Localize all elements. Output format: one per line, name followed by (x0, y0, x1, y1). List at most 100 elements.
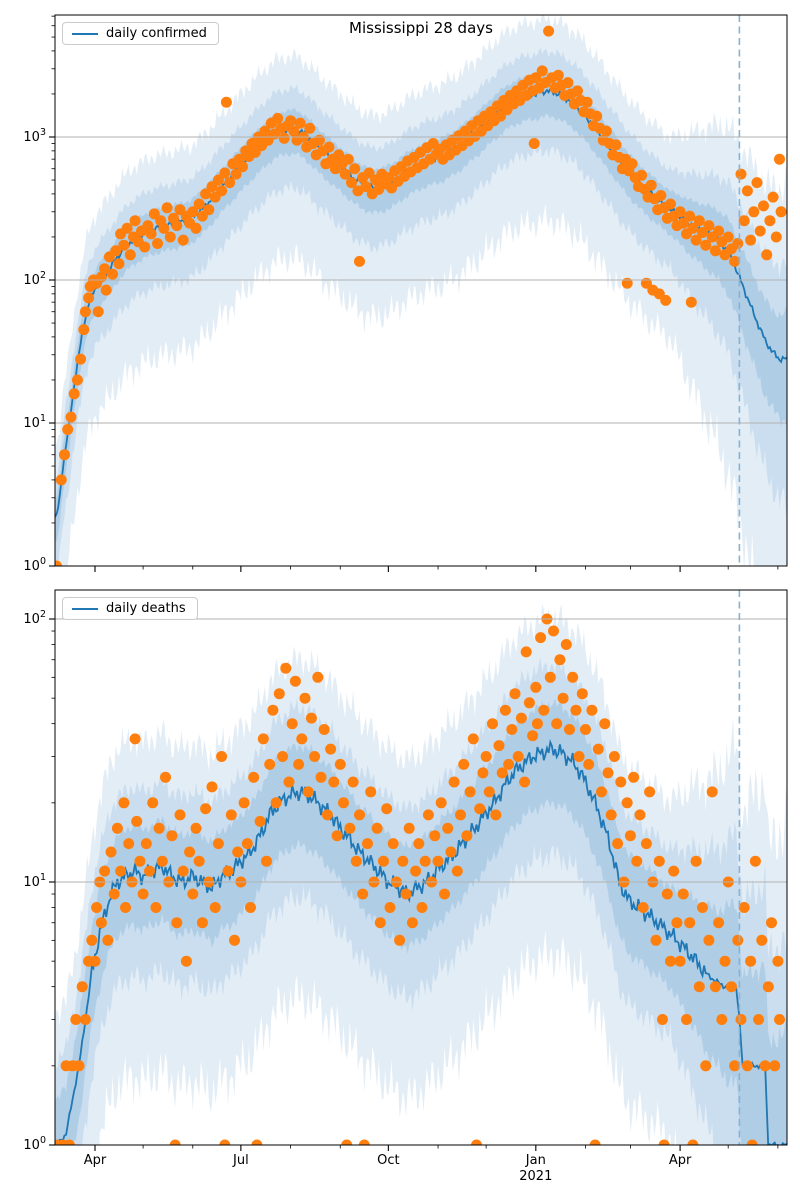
y-tick-label: 100 (23, 556, 46, 574)
data-point (596, 786, 607, 798)
data-point (245, 902, 256, 913)
data-point (658, 1139, 670, 1145)
data-point (107, 268, 119, 280)
data-point (628, 771, 640, 783)
daily-deaths-scatter-points (55, 613, 785, 1145)
data-point (362, 838, 373, 850)
data-point (171, 220, 183, 232)
data-point (581, 96, 593, 108)
data-point (131, 815, 143, 827)
data-point (684, 210, 696, 222)
data-point (429, 830, 441, 842)
data-point (59, 449, 70, 461)
data-point (341, 1139, 353, 1145)
data-point (626, 158, 638, 170)
data-point (592, 743, 604, 755)
data-point (257, 733, 269, 745)
data-point (89, 955, 101, 967)
data-point (164, 231, 176, 243)
data-point (174, 809, 186, 821)
data-point (177, 234, 189, 246)
data-point (113, 258, 125, 270)
data-point (224, 177, 236, 189)
y-axis: 100 101 102 (23, 609, 55, 1153)
data-point (86, 934, 98, 946)
data-point (499, 704, 511, 716)
data-point (435, 797, 447, 809)
data-point (480, 751, 492, 762)
data-point (637, 902, 649, 913)
data-point (706, 786, 718, 798)
data-point (259, 125, 271, 137)
data-point (357, 888, 369, 900)
data-point (378, 855, 389, 867)
data-point (527, 730, 539, 742)
data-point (655, 190, 667, 201)
data-point (315, 771, 327, 783)
data-point (403, 822, 415, 834)
data-point (153, 822, 165, 834)
data-point (512, 751, 524, 762)
uncertainty-bands (55, 603, 787, 1145)
data-point (758, 200, 769, 212)
data-point (687, 222, 699, 234)
data-point (196, 917, 208, 929)
data-point (580, 724, 591, 735)
data-point (144, 865, 155, 877)
data-point (764, 215, 776, 227)
data-point (171, 917, 183, 929)
data-point (756, 934, 768, 946)
data-point (63, 1139, 75, 1145)
data-point (557, 692, 569, 704)
data-point (775, 206, 787, 218)
data-point (445, 846, 457, 858)
data-point (703, 220, 715, 232)
data-point (166, 830, 178, 842)
data-point (161, 202, 173, 214)
data-point (661, 888, 673, 900)
uncertainty-bands (55, 15, 787, 566)
y-tick-label: 101 (23, 413, 46, 431)
data-point (400, 888, 412, 900)
data-point (318, 724, 330, 735)
data-point (99, 865, 111, 877)
data-point (530, 681, 542, 693)
data-point (382, 172, 394, 184)
data-point (187, 206, 199, 218)
data-point (158, 222, 170, 234)
data-point (432, 855, 444, 867)
data-point (200, 188, 212, 200)
data-point (55, 474, 67, 486)
data-point (134, 855, 146, 867)
daily-deaths-median-line (55, 738, 787, 1145)
data-point (193, 855, 205, 867)
data-point (693, 981, 705, 993)
data-point (347, 776, 359, 788)
data-point (413, 838, 425, 850)
data-point (120, 902, 131, 913)
data-point (746, 1139, 758, 1145)
data-point (467, 733, 479, 745)
data-point (677, 888, 689, 900)
data-point (608, 751, 620, 762)
data-point (147, 797, 159, 809)
data-point (230, 168, 242, 180)
data-point (381, 803, 393, 815)
data-point (461, 830, 473, 842)
data-point (640, 838, 652, 850)
data-point (665, 198, 676, 210)
data-point (169, 1139, 181, 1145)
data-point (160, 771, 171, 783)
band-2 (55, 71, 787, 543)
data-point (600, 125, 612, 137)
y-axis: 100 101 102 103 (23, 15, 55, 574)
data-point (483, 786, 495, 798)
data-point (416, 902, 428, 913)
data-point (548, 625, 559, 637)
data-point (732, 934, 744, 946)
data-point (333, 149, 345, 161)
data-point (68, 388, 80, 400)
data-point (562, 77, 574, 89)
data-point (665, 955, 676, 967)
data-point (762, 981, 774, 993)
